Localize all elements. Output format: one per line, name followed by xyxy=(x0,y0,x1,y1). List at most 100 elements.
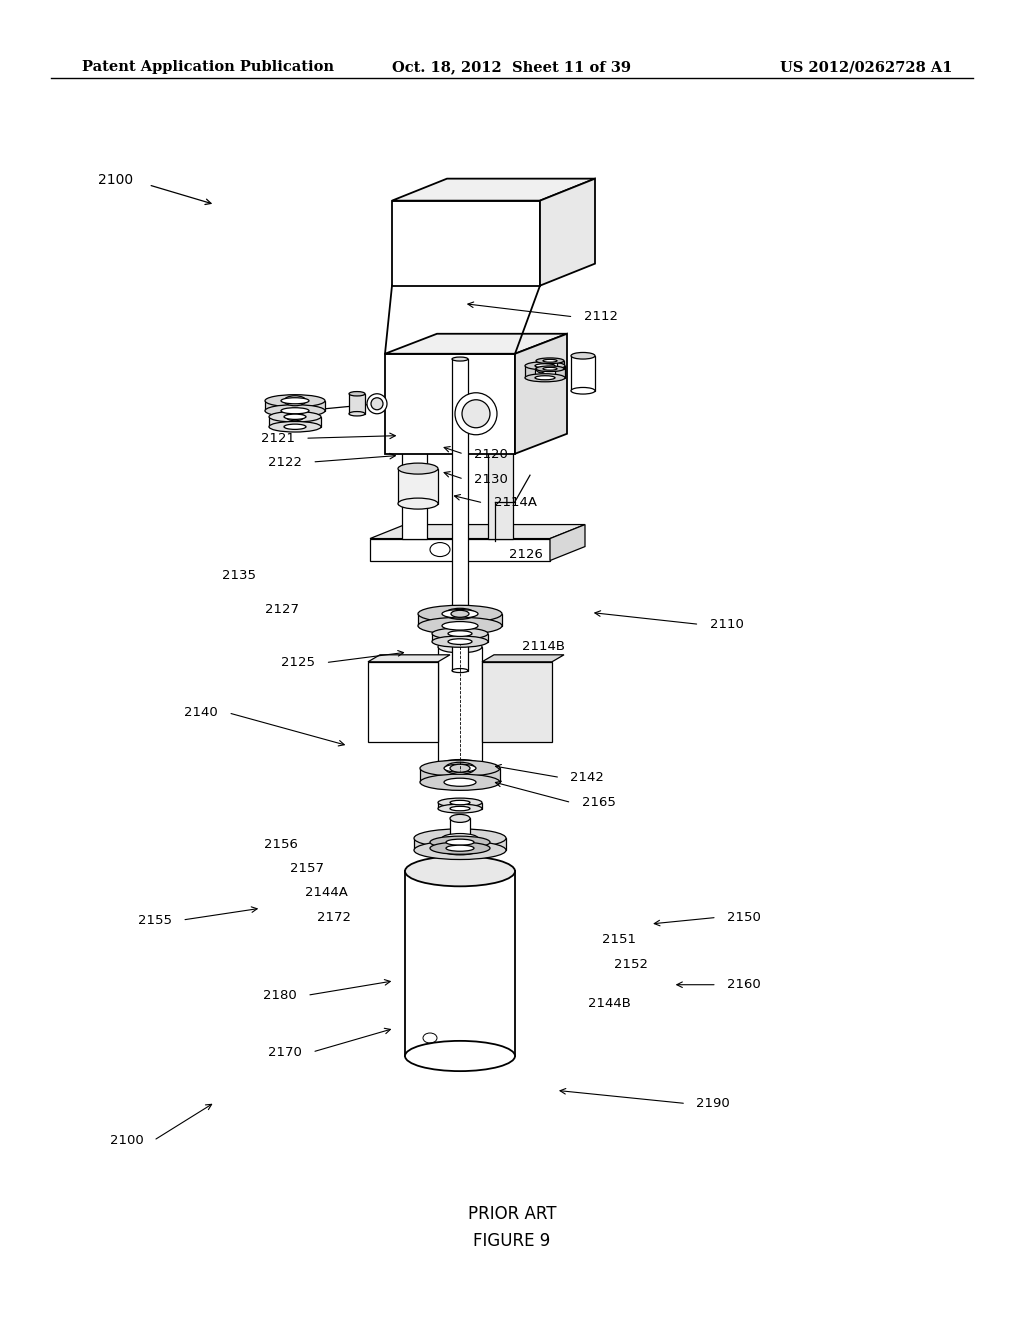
Ellipse shape xyxy=(442,846,478,855)
Text: 2156: 2156 xyxy=(264,838,298,851)
Ellipse shape xyxy=(418,606,502,622)
Ellipse shape xyxy=(450,807,470,810)
Ellipse shape xyxy=(446,845,474,851)
Text: 2155: 2155 xyxy=(138,913,172,927)
Ellipse shape xyxy=(543,367,557,370)
Text: 2180: 2180 xyxy=(263,989,297,1002)
Polygon shape xyxy=(540,178,595,285)
Text: 2110: 2110 xyxy=(710,618,743,631)
Ellipse shape xyxy=(438,759,482,772)
Ellipse shape xyxy=(432,636,488,647)
Text: 2142: 2142 xyxy=(570,771,604,784)
Ellipse shape xyxy=(449,631,472,636)
Ellipse shape xyxy=(269,412,321,422)
Ellipse shape xyxy=(349,392,365,396)
Text: Patent Application Publication: Patent Application Publication xyxy=(82,61,334,74)
Ellipse shape xyxy=(525,374,565,381)
Bar xyxy=(420,768,500,783)
Ellipse shape xyxy=(536,358,564,363)
Ellipse shape xyxy=(442,622,478,630)
Bar xyxy=(284,417,306,426)
Text: 2190: 2190 xyxy=(696,1097,730,1110)
Text: 2130: 2130 xyxy=(474,473,508,486)
Bar xyxy=(406,871,515,1056)
Text: US 2012/0262728 A1: US 2012/0262728 A1 xyxy=(780,61,952,74)
Text: 2160: 2160 xyxy=(727,978,761,991)
Ellipse shape xyxy=(535,376,555,380)
Ellipse shape xyxy=(430,836,490,849)
Ellipse shape xyxy=(420,774,500,791)
Polygon shape xyxy=(385,334,567,354)
Text: 2100: 2100 xyxy=(110,1134,143,1147)
Ellipse shape xyxy=(418,618,502,635)
Text: 2144A: 2144A xyxy=(305,886,348,899)
Ellipse shape xyxy=(265,395,325,407)
Polygon shape xyxy=(515,334,567,454)
Bar xyxy=(449,634,472,642)
Ellipse shape xyxy=(284,424,306,429)
Polygon shape xyxy=(482,661,552,742)
Ellipse shape xyxy=(450,800,470,805)
Text: 2170: 2170 xyxy=(268,1045,302,1059)
Text: 2112: 2112 xyxy=(584,310,617,323)
Ellipse shape xyxy=(414,829,506,847)
Ellipse shape xyxy=(438,804,482,813)
Polygon shape xyxy=(385,354,515,454)
Bar xyxy=(442,614,478,626)
Ellipse shape xyxy=(281,408,309,413)
Text: 2127: 2127 xyxy=(265,603,299,616)
Bar xyxy=(450,818,470,845)
Ellipse shape xyxy=(450,764,470,772)
Ellipse shape xyxy=(349,412,365,416)
Text: FIGURE 9: FIGURE 9 xyxy=(473,1232,551,1250)
Ellipse shape xyxy=(543,359,557,362)
Ellipse shape xyxy=(442,610,478,618)
Text: 2122: 2122 xyxy=(268,455,302,469)
Text: 2114B: 2114B xyxy=(522,640,565,653)
Text: 2121: 2121 xyxy=(261,432,295,445)
Ellipse shape xyxy=(430,842,490,854)
Bar xyxy=(535,366,555,378)
Bar xyxy=(536,360,564,368)
Ellipse shape xyxy=(536,364,546,372)
Text: 2100: 2100 xyxy=(98,173,133,186)
Ellipse shape xyxy=(281,397,309,404)
Ellipse shape xyxy=(449,639,472,644)
Polygon shape xyxy=(550,524,585,561)
Ellipse shape xyxy=(445,762,475,775)
Ellipse shape xyxy=(535,364,555,368)
Ellipse shape xyxy=(455,393,497,434)
Bar xyxy=(398,469,438,504)
Bar xyxy=(446,842,474,849)
Text: 2126: 2126 xyxy=(509,548,543,561)
Text: 2151: 2151 xyxy=(602,933,636,946)
Text: 2120: 2120 xyxy=(474,447,508,461)
Bar xyxy=(265,401,325,411)
Ellipse shape xyxy=(398,463,438,474)
Bar xyxy=(430,842,490,849)
Ellipse shape xyxy=(450,814,470,822)
Ellipse shape xyxy=(438,799,482,807)
Ellipse shape xyxy=(438,640,482,653)
Bar xyxy=(269,417,321,426)
Bar xyxy=(452,359,468,671)
Bar xyxy=(525,366,565,378)
Ellipse shape xyxy=(451,610,469,618)
Ellipse shape xyxy=(432,628,488,639)
Bar xyxy=(281,401,309,411)
Bar xyxy=(438,647,482,766)
Ellipse shape xyxy=(265,405,325,417)
Bar xyxy=(349,393,365,413)
Polygon shape xyxy=(488,444,527,449)
Ellipse shape xyxy=(406,857,515,886)
Bar xyxy=(432,634,488,642)
Ellipse shape xyxy=(452,668,468,673)
Ellipse shape xyxy=(444,779,476,787)
Text: 2135: 2135 xyxy=(222,569,256,582)
Ellipse shape xyxy=(398,498,438,510)
Ellipse shape xyxy=(536,366,564,372)
Text: Oct. 18, 2012  Sheet 11 of 39: Oct. 18, 2012 Sheet 11 of 39 xyxy=(392,61,632,74)
Text: 2165: 2165 xyxy=(582,796,615,809)
Polygon shape xyxy=(392,178,595,201)
Bar xyxy=(418,614,502,626)
